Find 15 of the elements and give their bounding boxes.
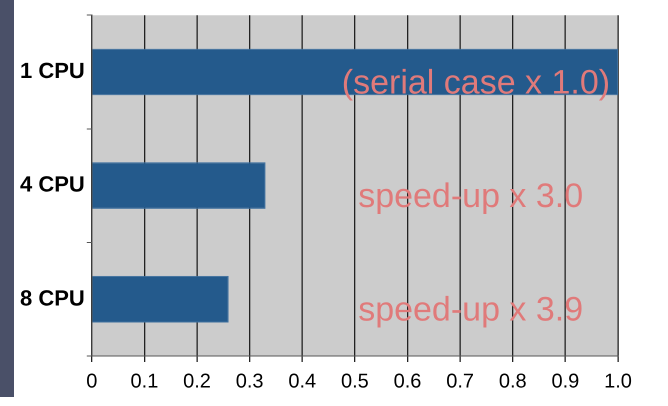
x-tick-label: 0.8 — [498, 370, 527, 393]
y-tick-label: 8 CPU — [20, 285, 85, 310]
x-tick-label: 0.1 — [130, 370, 158, 393]
x-tick-label: 0.7 — [446, 370, 474, 393]
x-tick-label: 1.0 — [604, 370, 632, 393]
x-tick-label: 0.5 — [340, 370, 369, 393]
x-tick-label: 0.9 — [551, 370, 580, 393]
annotation: (serial case x 1.0) — [342, 63, 610, 102]
x-tick-label: 0.4 — [288, 370, 316, 393]
x-tick-label: 0.3 — [236, 370, 264, 393]
x-tick-label: 0.6 — [394, 370, 422, 393]
y-tick-label: 4 CPU — [20, 172, 85, 197]
y-tick-label: 1 CPU — [20, 58, 85, 84]
x-tick-label: 0 — [86, 370, 98, 393]
x-tick-label: 0.2 — [183, 370, 211, 393]
